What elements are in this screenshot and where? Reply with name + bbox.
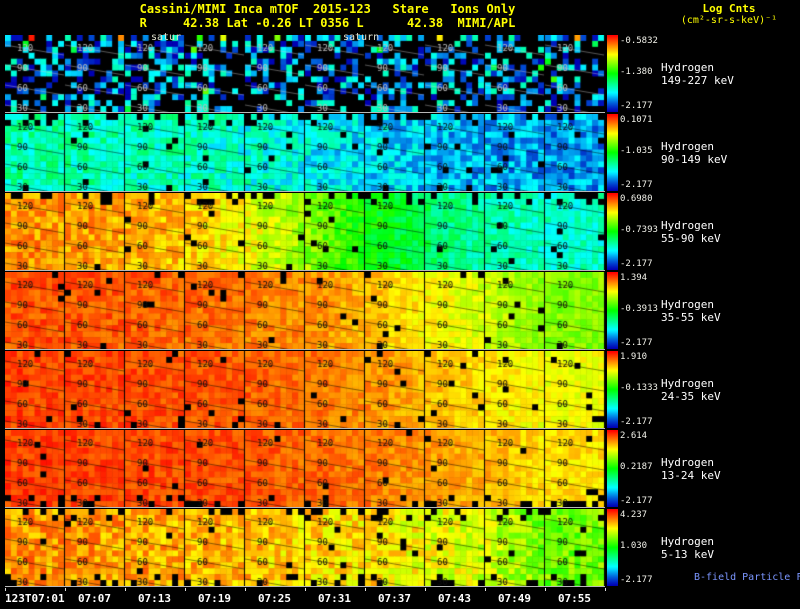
x-tick	[5, 588, 6, 591]
colorbar-min-label: -2.177	[620, 101, 653, 111]
colorbar-mid-label: -0.7393	[620, 225, 658, 235]
plot-subtitle: R 42.38 Lat -0.26 LT 0356 L 42.38 MIMI/A…	[139, 16, 516, 30]
channel-energy: 13-24 keV	[661, 469, 721, 482]
channel-species: Hydrogen	[661, 61, 714, 74]
colorbar	[607, 35, 618, 112]
colorbar-max-label: 2.614	[620, 431, 648, 441]
x-tick	[485, 588, 486, 591]
spectrogram-row: 0.6980 -0.7393 -2.177 Hydrogen 55-90 keV	[0, 193, 800, 272]
channel-energy: 35-55 keV	[661, 311, 721, 324]
colorbar-min-label: -2.177	[620, 417, 653, 427]
channel-energy: 24-35 keV	[661, 390, 721, 403]
channel-label: Hydrogen 13-24 keV	[661, 456, 721, 482]
x-tick	[365, 588, 366, 591]
spectrogram-row: 2.614 0.2187 -2.177 Hydrogen 13-24 keV	[0, 430, 800, 509]
x-tick	[245, 588, 246, 591]
colorbar	[607, 351, 618, 428]
colorbar-min-label: -2.177	[620, 180, 653, 190]
channel-label: Hydrogen 55-90 keV	[661, 219, 721, 245]
colorbar-max-label: 4.237	[620, 510, 648, 520]
channel-species: Hydrogen	[661, 377, 714, 390]
heatmap-row-canvas	[5, 272, 605, 350]
colorbar-mid-label: -1.380	[620, 67, 653, 77]
channel-species: Hydrogen	[661, 140, 714, 153]
saturn-annotation: saturn	[343, 32, 380, 43]
heatmap-row-canvas	[5, 430, 605, 508]
colorbar-max-label: 0.6980	[620, 194, 653, 204]
x-tick-label: 07:43	[437, 592, 472, 605]
channel-species: Hydrogen	[661, 456, 714, 469]
spectrogram-row: 1.910 -0.1333 -2.177 Hydrogen 24-35 keV	[0, 351, 800, 430]
colorbar-units-line1: Log Cnts	[702, 2, 756, 15]
colorbar-mid-label: 0.2187	[620, 462, 653, 472]
channel-label: Hydrogen 5-13 keV	[661, 535, 714, 561]
heatmap-row-canvas	[5, 351, 605, 429]
x-tick-label: 07:07	[77, 592, 112, 605]
x-tick	[305, 588, 306, 591]
x-tick	[125, 588, 126, 591]
colorbar-max-label: 1.394	[620, 273, 648, 283]
channel-energy: 90-149 keV	[661, 153, 728, 166]
spectrogram-row: 0.1071 -1.035 -2.177 Hydrogen 90-149 keV	[0, 114, 800, 193]
heatmap-row-canvas	[5, 35, 605, 113]
channel-energy: 55-90 keV	[661, 232, 721, 245]
colorbar	[607, 193, 618, 270]
channel-label: Hydrogen 90-149 keV	[661, 140, 727, 166]
bfield-flow-note: B-field Particle Flow	[694, 572, 800, 583]
colorbar-mid-label: -1.035	[620, 146, 653, 156]
spectrogram-row: -0.5832 -1.380 -2.177 Hydrogen 149-227 keV	[0, 35, 800, 114]
x-tick	[545, 588, 546, 591]
x-tick	[605, 588, 606, 591]
heatmap-row-canvas	[5, 509, 605, 587]
x-tick-label: 07:19	[197, 592, 232, 605]
colorbar-max-label: 0.1071	[620, 115, 653, 125]
channel-label: Hydrogen 24-35 keV	[661, 377, 721, 403]
x-tick-label: 07:31	[317, 592, 352, 605]
channel-species: Hydrogen	[661, 219, 714, 232]
x-tick	[65, 588, 66, 591]
channel-species: Hydrogen	[661, 298, 714, 311]
colorbar	[607, 509, 618, 586]
colorbar	[607, 430, 618, 507]
channel-energy: 5-13 keV	[661, 548, 714, 561]
colorbar-min-label: -2.177	[620, 338, 653, 348]
channel-label: Hydrogen 35-55 keV	[661, 298, 721, 324]
spectrogram-row: 4.237 1.030 -2.177 Hydrogen 5-13 keV	[0, 509, 800, 588]
saturn-annotation: satur	[151, 32, 182, 43]
x-tick	[185, 588, 186, 591]
x-tick-label: 07:49	[497, 592, 532, 605]
x-tick-label: 07:37	[377, 592, 412, 605]
x-tick-label: 123T07:01	[5, 592, 65, 605]
colorbar-mid-label: 1.030	[620, 541, 648, 551]
colorbar-min-label: -2.177	[620, 575, 653, 585]
colorbar	[607, 272, 618, 349]
heatmap-row-canvas	[5, 193, 605, 271]
colorbar-mid-label: -0.1333	[620, 383, 658, 393]
x-tick-label: 07:55	[557, 592, 592, 605]
heatmap-row-canvas	[5, 114, 605, 192]
colorbar-max-label: 1.910	[620, 352, 648, 362]
channel-label: Hydrogen 149-227 keV	[661, 61, 734, 87]
channel-species: Hydrogen	[661, 535, 714, 548]
x-tick-label: 07:13	[137, 592, 172, 605]
x-tick-label: 07:25	[257, 592, 292, 605]
colorbar-min-label: -2.177	[620, 259, 653, 269]
colorbar-mid-label: -0.3913	[620, 304, 658, 314]
colorbar-units-line2: (cm²-sr-s-keV)⁻¹	[680, 15, 778, 26]
colorbar	[607, 114, 618, 191]
colorbar-min-label: -2.177	[620, 496, 653, 506]
x-tick	[425, 588, 426, 591]
plot-title: Cassini/MIMI Inca mTOF 2015-123 Stare Io…	[139, 2, 516, 16]
channel-energy: 149-227 keV	[661, 74, 734, 87]
spectrogram-row: 1.394 -0.3913 -2.177 Hydrogen 35-55 keV	[0, 272, 800, 351]
colorbar-max-label: -0.5832	[620, 36, 658, 46]
